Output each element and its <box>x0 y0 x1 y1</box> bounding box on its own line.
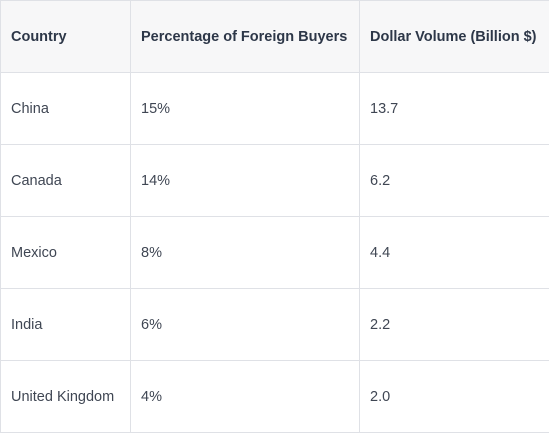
cell-percentage: 4% <box>130 360 360 433</box>
header-row: Country Percentage of Foreign Buyers Dol… <box>0 0 549 73</box>
table-row: Mexico 8% 4.4 <box>0 216 549 289</box>
cell-dollar-volume: 6.2 <box>359 144 549 217</box>
header-dollar-volume: Dollar Volume (Billion $) <box>359 0 549 73</box>
table-row: India 6% 2.2 <box>0 288 549 361</box>
cell-percentage: 6% <box>130 288 360 361</box>
table-row: Canada 14% 6.2 <box>0 144 549 217</box>
table-row: China 15% 13.7 <box>0 72 549 145</box>
cell-dollar-volume: 2.0 <box>359 360 549 433</box>
cell-country: India <box>0 288 131 361</box>
cell-country: China <box>0 72 131 145</box>
table-header: Country Percentage of Foreign Buyers Dol… <box>0 0 549 73</box>
table-body: China 15% 13.7 Canada 14% 6.2 Mexico 8% … <box>0 72 549 433</box>
header-country: Country <box>0 0 131 73</box>
cell-country: Canada <box>0 144 131 217</box>
table-row: United Kingdom 4% 2.0 <box>0 360 549 433</box>
cell-percentage: 8% <box>130 216 360 289</box>
cell-dollar-volume: 13.7 <box>359 72 549 145</box>
cell-percentage: 15% <box>130 72 360 145</box>
cell-dollar-volume: 2.2 <box>359 288 549 361</box>
cell-country: Mexico <box>0 216 131 289</box>
header-percentage-foreign-buyers: Percentage of Foreign Buyers <box>130 0 360 73</box>
cell-dollar-volume: 4.4 <box>359 216 549 289</box>
cell-percentage: 14% <box>130 144 360 217</box>
cell-country: United Kingdom <box>0 360 131 433</box>
